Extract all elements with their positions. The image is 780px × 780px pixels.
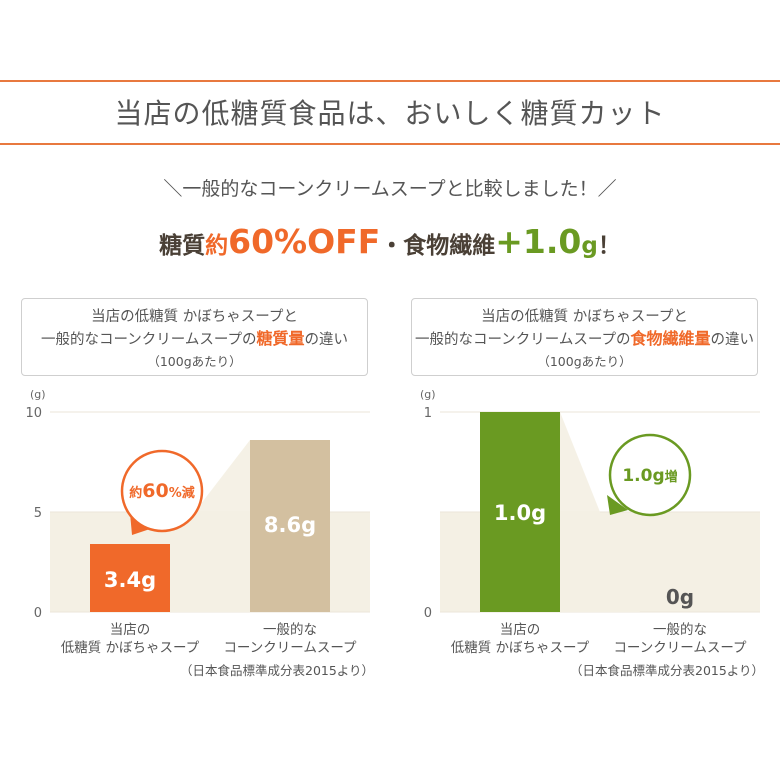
chart-title-unit: （100gあたり） (537, 354, 632, 369)
headline-part: + (495, 222, 523, 261)
category-line: 低糖質 かぼちゃスープ (450, 640, 590, 656)
y-tick-label: 5 (34, 506, 42, 521)
callout-bubble (120, 449, 204, 533)
category-line: コーンクリームスープ (613, 640, 747, 656)
callout-text-part: 約 (129, 485, 142, 501)
chart-title-text: 一般的なコーンクリームスープの (41, 332, 257, 348)
category-label: 一般的なコーンクリームスープ (205, 621, 375, 657)
category-label: 当店の低糖質 かぼちゃスープ (45, 621, 215, 657)
top-rule (0, 80, 780, 82)
callout-text-part: 増 (665, 469, 678, 485)
headline-part: 1.0 (522, 222, 582, 261)
y-axis-unit: (g) (420, 388, 436, 401)
bar-value-label: 8.6g (264, 513, 316, 537)
chart-title-highlight: 糖質量 (256, 329, 305, 348)
chart-title-unit: （100gあたり） (147, 354, 242, 369)
subtitle: ＼一般的なコーンクリームスープと比較しました！／ (163, 178, 617, 200)
source-note: （日本食品標準成分表2015より） (570, 663, 765, 678)
comparison-connector (560, 412, 640, 612)
chart-title-line: 当店の低糖質 かぼちゃスープと (481, 309, 688, 325)
chart-title-text: 一般的なコーンクリームスープの (415, 332, 631, 348)
callout-text-part: %減 (169, 485, 195, 501)
headline: 糖質約60%OFF・食物繊維+1.0g！ (0, 222, 780, 261)
page-title: 当店の低糖質食品は、おいしく糖質カット (114, 97, 666, 130)
bar (480, 412, 560, 612)
category-label: 当店の低糖質 かぼちゃスープ (435, 621, 605, 657)
category-line: 一般的な (653, 622, 707, 638)
bottom-rule (0, 143, 780, 145)
source-note: （日本食品標準成分表2015より） (180, 663, 375, 678)
chart-title-line: 当店の低糖質 かぼちゃスープと (91, 309, 298, 325)
y-axis-unit: (g) (30, 388, 46, 401)
headline-part: 約 (205, 233, 229, 259)
chart-title-highlight: 食物繊維量 (630, 329, 711, 348)
bar (90, 544, 170, 612)
callout-text: 1.0g増 (622, 466, 677, 486)
category-line: 当店の (109, 622, 151, 638)
callout-text: 約60%減 (129, 480, 195, 502)
headline-part: ！ (597, 233, 621, 259)
category-label: 一般的なコーンクリームスープ (595, 621, 765, 657)
category-line: 当店の (499, 622, 541, 638)
y-tick-label: 0 (34, 606, 42, 621)
y-tick-label: 1 (424, 406, 432, 421)
callout-text-part: 60 (142, 480, 168, 502)
bar-value-label: 1.0g (494, 501, 546, 525)
chart-title-line: 一般的なコーンクリームスープの糖質量の違い (22, 328, 367, 351)
sugar-chart-title: 当店の低糖質 かぼちゃスープと 一般的なコーンクリームスープの糖質量の違い （1… (21, 298, 368, 376)
category-line: 低糖質 かぼちゃスープ (60, 640, 200, 656)
bar (250, 440, 330, 612)
headline-part: 60%OFF (228, 222, 381, 261)
callout-tail (607, 495, 628, 515)
callout-text-part: 1.0g (622, 466, 664, 486)
headline-part: ・食物繊維 (380, 233, 496, 259)
y-tick-label: 0 (424, 606, 432, 621)
callout-bubble (608, 433, 692, 517)
y-tick-label: 10 (25, 406, 42, 421)
headline-part: 糖質 (159, 233, 206, 259)
bar-value-label: 0g (666, 585, 694, 609)
category-line: 一般的な (263, 622, 317, 638)
chart-title-text: の違い (304, 332, 348, 348)
bar-value-label: 3.4g (104, 568, 156, 592)
chart-title-text: の違い (710, 332, 754, 348)
comparison-connector (170, 440, 250, 612)
chart-title-line: 一般的なコーンクリームスープの食物繊維量の違い (412, 328, 757, 351)
fiber-chart-title: 当店の低糖質 かぼちゃスープと 一般的なコーンクリームスープの食物繊維量の違い … (411, 298, 758, 376)
headline-part: g (581, 233, 598, 259)
category-line: コーンクリームスープ (223, 640, 357, 656)
